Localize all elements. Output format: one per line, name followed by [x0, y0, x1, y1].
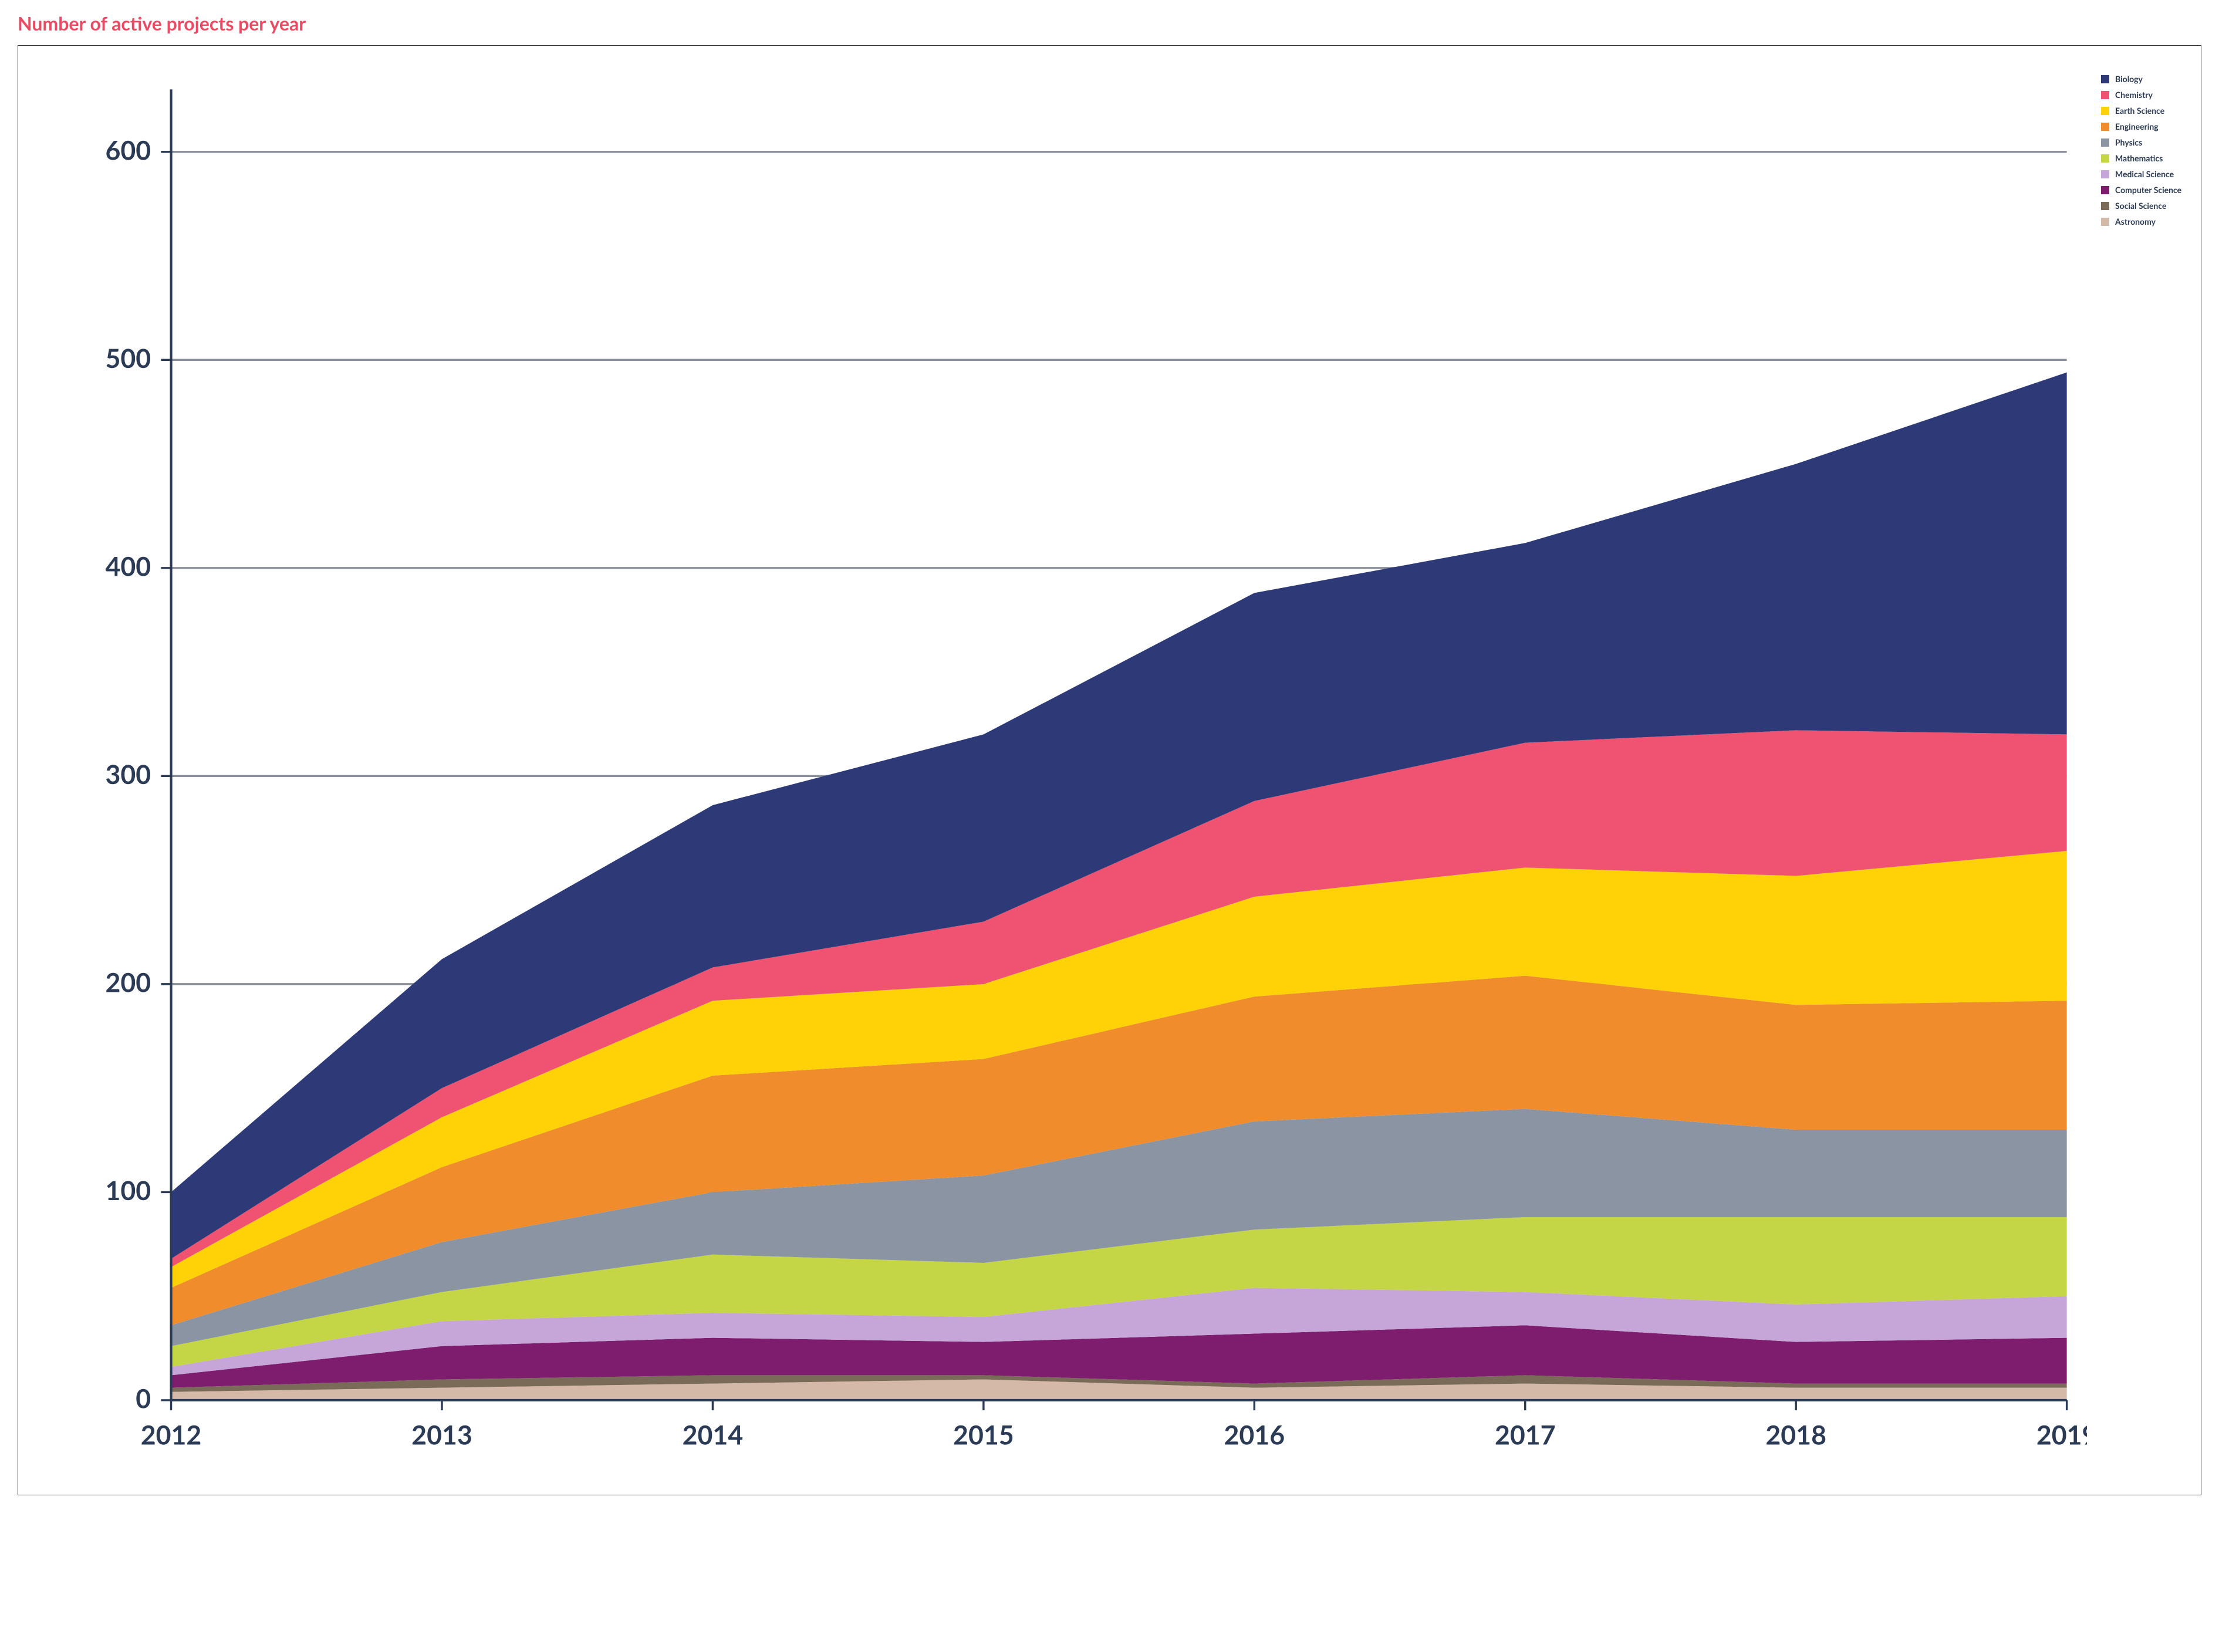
- stacked-area-svg: 0 100 200 300 400 500 600 2012 2013 2014 2015 2016 2…: [30, 69, 2087, 1481]
- legend-swatch: [2101, 218, 2109, 226]
- plot-area: Number of active projects 01002003004005…: [30, 69, 2087, 1483]
- legend-label: Astronomy: [2115, 217, 2156, 227]
- legend-label: Chemistry: [2115, 90, 2153, 100]
- legend-label: Medical Science: [2115, 169, 2174, 179]
- x-tick-label: 2018: [1765, 1419, 1826, 1451]
- legend-item-astronomy: Astronomy: [2101, 217, 2189, 227]
- x-tick-label: 2014: [683, 1419, 744, 1451]
- legend-label: Computer Science: [2115, 185, 2181, 195]
- legend-item-earth_science: Earth Science: [2101, 106, 2189, 116]
- legend-item-social_science: Social Science: [2101, 201, 2189, 211]
- legend-swatch: [2101, 202, 2109, 210]
- legend-swatch: [2101, 123, 2109, 131]
- y-tick-label: 600: [105, 134, 151, 165]
- legend-item-medical_science: Medical Science: [2101, 169, 2189, 179]
- legend-swatch: [2101, 138, 2109, 147]
- x-tick-label: 2015: [953, 1419, 1014, 1451]
- legend-swatch: [2101, 75, 2109, 83]
- legend-item-biology: Biology: [2101, 74, 2189, 84]
- legend-item-mathematics: Mathematics: [2101, 153, 2189, 163]
- legend-item-physics: Physics: [2101, 137, 2189, 147]
- y-tick-label: 400: [105, 550, 151, 582]
- x-tick-label: 2013: [411, 1419, 472, 1451]
- legend-label: Earth Science: [2115, 106, 2164, 116]
- x-tick-label: 2016: [1224, 1419, 1285, 1451]
- x-tick-label: 2017: [1495, 1419, 1556, 1451]
- legend-label: Social Science: [2115, 201, 2166, 211]
- legend: Biology Chemistry Earth Science Engineering…: [2101, 74, 2189, 232]
- legend-swatch: [2101, 107, 2109, 115]
- y-tick-label: 100: [105, 1174, 151, 1206]
- legend-item-engineering: Engineering: [2101, 121, 2189, 131]
- x-tick-label: 2012: [141, 1419, 202, 1451]
- y-tick-label: 200: [105, 967, 151, 998]
- chart-frame: Number of active projects 01002003004005…: [18, 45, 2201, 1495]
- legend-label: Engineering: [2115, 121, 2159, 131]
- legend-label: Mathematics: [2115, 153, 2163, 163]
- legend-item-chemistry: Chemistry: [2101, 90, 2189, 100]
- chart-inner: Number of active projects 01002003004005…: [30, 69, 2189, 1483]
- legend-swatch: [2101, 170, 2109, 178]
- page-root: Number of active projects per year Numbe…: [0, 0, 2219, 1513]
- y-tick-label: 300: [105, 758, 151, 790]
- chart-title: Number of active projects per year: [18, 12, 2201, 35]
- legend-item-computer_science: Computer Science: [2101, 185, 2189, 195]
- legend-label: Physics: [2115, 137, 2142, 147]
- legend-swatch: [2101, 154, 2109, 163]
- legend-swatch: [2101, 91, 2109, 99]
- y-tick-label: 0: [136, 1383, 151, 1414]
- x-tick-label: 2019: [2036, 1419, 2087, 1451]
- legend-label: Biology: [2115, 74, 2143, 84]
- legend-swatch: [2101, 186, 2109, 194]
- y-tick-label: 500: [105, 342, 151, 374]
